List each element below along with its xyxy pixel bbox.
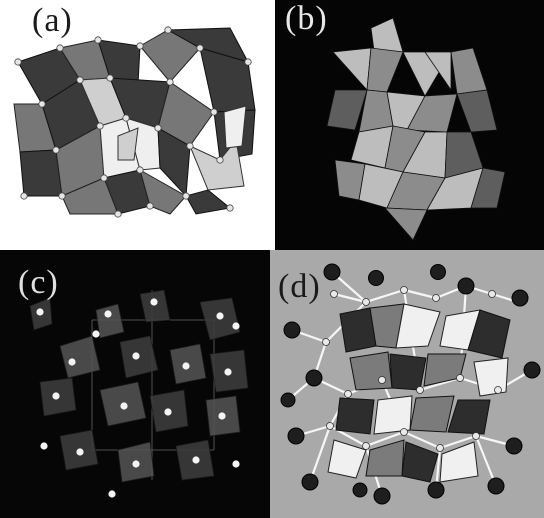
panel-c-atoms <box>36 298 240 498</box>
panel-a-structure <box>13 26 256 218</box>
panel-d-structure <box>280 263 541 505</box>
panel-d-label: (d) <box>278 268 321 305</box>
panel-b-label: (b) <box>285 0 328 37</box>
panel-a: (a) <box>0 0 275 250</box>
panel-d-large-atoms <box>280 263 541 505</box>
panel-d-small-atoms <box>322 286 502 452</box>
panel-a-label: (a) <box>32 2 73 39</box>
panel-b-structure <box>326 17 506 241</box>
panel-d: (d) <box>270 250 544 518</box>
panel-d-polyhedra <box>327 303 511 483</box>
panel-c-label: (c) <box>18 264 59 301</box>
panel-a-atoms <box>14 26 252 218</box>
panel-b: (b) <box>275 0 544 250</box>
panel-a-polyhedra <box>13 27 256 215</box>
panel-b-polyhedra <box>326 17 506 241</box>
panel-c: (c) <box>0 250 270 518</box>
panel-c-structure <box>29 289 249 498</box>
panel-c-polyhedra <box>29 289 249 483</box>
